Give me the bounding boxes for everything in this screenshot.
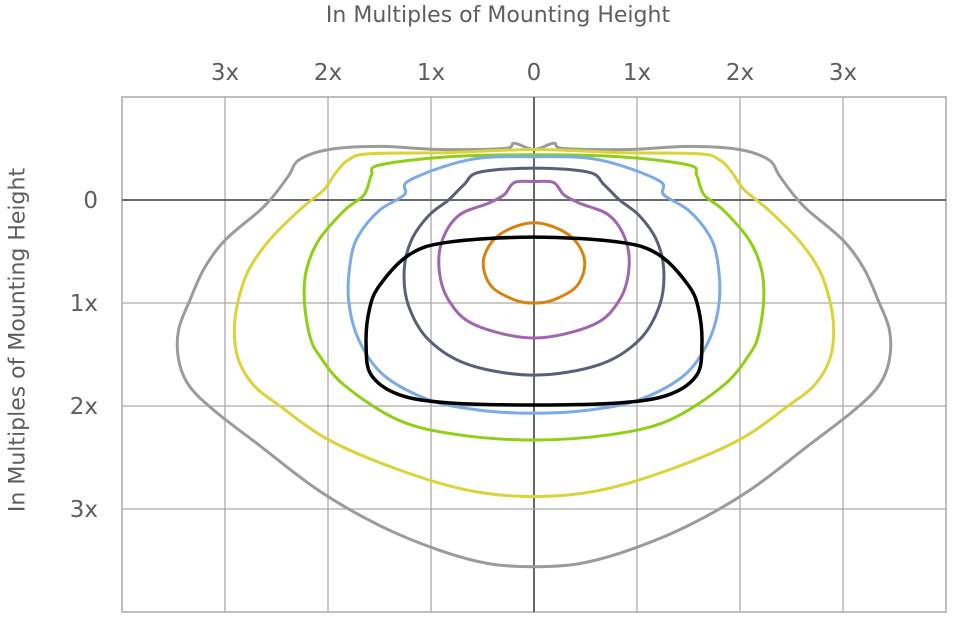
y-tick-label: 2x bbox=[70, 394, 98, 420]
y-tick-label: 0 bbox=[83, 188, 98, 214]
x-tick-label: 1x bbox=[623, 60, 651, 86]
x-tick-label: 3x bbox=[829, 60, 857, 86]
contour-line-4 bbox=[346, 155, 722, 415]
x-axis-title: In Multiples of Mounting Height bbox=[325, 3, 671, 28]
y-tick-label: 3x bbox=[70, 497, 98, 523]
grid bbox=[121, 96, 947, 613]
x-tick-label: 3x bbox=[211, 60, 239, 86]
y-tick-label: 1x bbox=[70, 291, 98, 317]
contour-line-5 bbox=[402, 166, 666, 377]
contour-line-2 bbox=[232, 148, 836, 499]
x-tick-label: 2x bbox=[726, 60, 754, 86]
contour-line-6 bbox=[437, 179, 631, 340]
x-tick-label: 0 bbox=[527, 60, 542, 86]
contour-line-3 bbox=[302, 153, 766, 442]
contour-line-8 bbox=[364, 235, 704, 407]
contour-line-7 bbox=[481, 221, 587, 305]
tick-labels: 3x 2x 1x 0 1x 2x 3x 0 1x 2x 3x bbox=[70, 60, 857, 523]
x-tick-label: 2x bbox=[314, 60, 342, 86]
contour-curves bbox=[175, 141, 893, 569]
x-tick-label: 1x bbox=[417, 60, 445, 86]
contour-line-1 bbox=[175, 141, 893, 569]
